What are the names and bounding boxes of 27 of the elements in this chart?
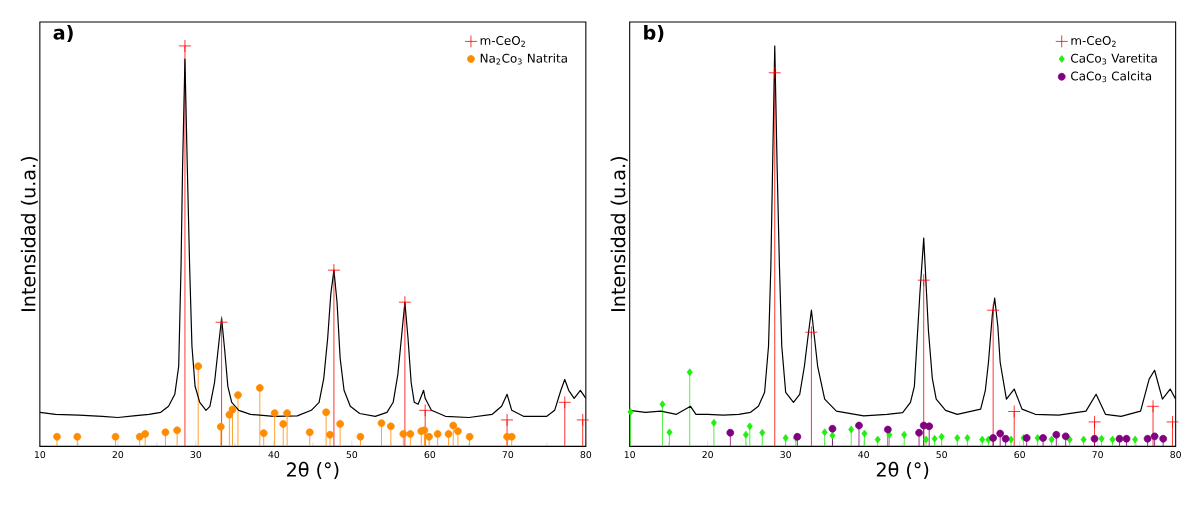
legend-label: m-CeO$_{2}$ xyxy=(1071,35,1116,47)
x-tick-label: 60 xyxy=(1014,450,1025,458)
y-axis-title: Intensidad (u.a.) xyxy=(20,156,38,311)
x-tick-label: 20 xyxy=(702,450,713,458)
chart-title: b) xyxy=(644,24,664,42)
x-tick-label: 40 xyxy=(858,450,869,458)
legend-label: CaCo$_{3}$ Calcita xyxy=(1071,71,1152,83)
x-tick-label: 70 xyxy=(1092,450,1103,458)
legend-label: m-CeO$_{2}$ xyxy=(480,35,525,47)
x-axis-title: 2θ (°) xyxy=(287,461,339,480)
x-tick-label: 60 xyxy=(424,450,436,458)
x-tick-label: 80 xyxy=(580,450,592,458)
x-tick-label: 30 xyxy=(780,450,791,458)
x-axis-title: 2θ (°) xyxy=(876,461,929,480)
legend-label: CaCo$_{3}$ Varetita xyxy=(1071,53,1157,65)
x-tick-label: 40 xyxy=(268,450,280,458)
y-axis-title: Intensidad (u.a.) xyxy=(610,156,628,311)
x-tick-label: 30 xyxy=(190,450,202,458)
chart-title: a) xyxy=(53,24,73,42)
x-tick-label: 50 xyxy=(936,450,947,458)
x-tick-label: 20 xyxy=(112,450,124,458)
legend-label: Na$_{2}$Co$_{3}$ Natrita xyxy=(480,53,567,65)
x-tick-label: 50 xyxy=(346,450,358,458)
x-tick-label: 10 xyxy=(624,450,635,458)
x-tick-label: 80 xyxy=(1170,450,1181,458)
x-tick-label: 70 xyxy=(502,450,514,458)
x-tick-label: 10 xyxy=(34,450,46,458)
